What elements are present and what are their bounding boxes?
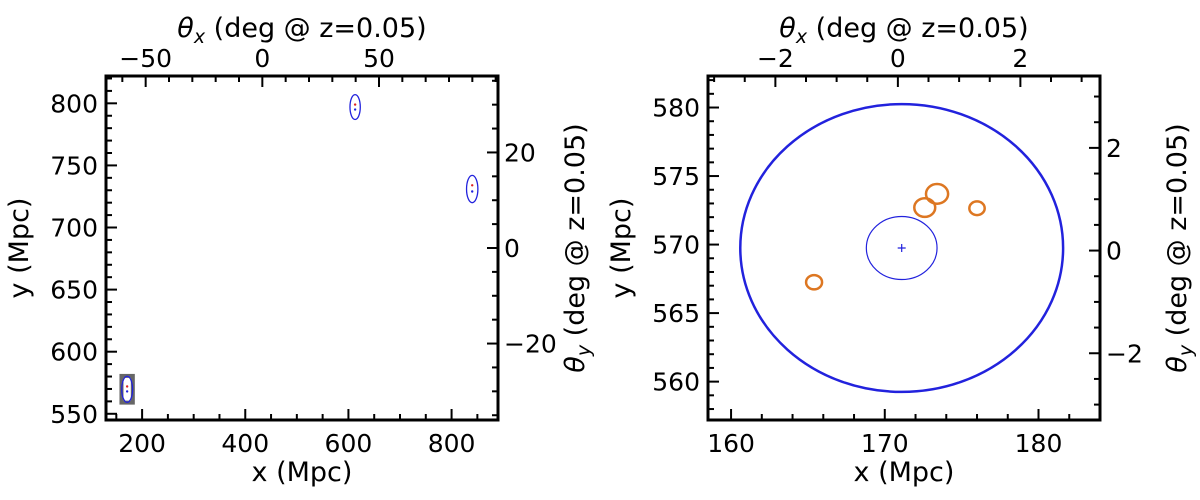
- data-point-4: [125, 390, 129, 393]
- right-tick-label: 2: [1106, 134, 1122, 163]
- x-tick-label: 180: [1015, 429, 1063, 458]
- right-tick-label: 20: [504, 138, 536, 167]
- plot-marks: [119, 93, 479, 405]
- theta-rest: (deg @ z=0.05): [560, 123, 591, 345]
- y-tick-label: 600: [50, 338, 98, 367]
- theta-symbol: θ: [779, 13, 796, 44]
- theta-rest: (deg @ z=0.05): [1162, 123, 1193, 345]
- data-point-6: [471, 190, 474, 193]
- circle-5: [924, 182, 950, 205]
- plot-frame: [706, 74, 1102, 422]
- x-axis-label: x (Mpc): [854, 457, 955, 488]
- cluster-ellipse-3: [465, 174, 479, 204]
- right-tick-label: 0: [504, 234, 520, 263]
- theta-subscript: x: [193, 26, 206, 48]
- x-tick-label: 200: [118, 429, 166, 458]
- x-axis-label: x (Mpc): [252, 457, 353, 488]
- top-tick-label: −50: [119, 44, 172, 73]
- circle-6: [968, 200, 986, 217]
- data-point-3: [471, 184, 474, 187]
- x-tick-label: 170: [861, 429, 909, 458]
- circle-2: [865, 215, 938, 281]
- y-axis-label: y (Mpc): [606, 198, 637, 299]
- x-tick-label: 400: [221, 429, 269, 458]
- center-marker: [897, 244, 906, 252]
- y-tick-label: 750: [50, 151, 98, 180]
- theta-subscript: y: [1175, 344, 1197, 357]
- x-tick-label: 800: [428, 429, 476, 458]
- y-axis-label: y (Mpc): [4, 198, 35, 299]
- circle-4: [913, 197, 937, 219]
- theta-rest: (deg @ z=0.05): [205, 13, 427, 44]
- data-point-5: [353, 108, 357, 111]
- chart-panel-2: 160 170 180 560 565 570 575 580 −2 0 2 −2 0 2 x (Mpc) y…: [606, 13, 1197, 488]
- theta-rest: (deg @ z=0.05): [807, 13, 1029, 44]
- x-tick-label: 160: [707, 429, 755, 458]
- theta-symbol: θ: [560, 356, 591, 373]
- y-tick-label: 565: [652, 299, 700, 328]
- y-tick-label: 580: [652, 94, 700, 123]
- top-tick-label: 0: [890, 44, 906, 73]
- theta-subscript: y: [573, 344, 595, 357]
- theta-subscript: x: [795, 26, 808, 48]
- right-tick-label: −2: [1106, 339, 1143, 368]
- top-tick-label: 2: [1012, 44, 1028, 73]
- top-tick-label: −2: [757, 44, 794, 73]
- top-tick-label: 50: [363, 44, 395, 73]
- theta-symbol: θ: [1162, 356, 1193, 373]
- cluster-ellipse-2: [349, 93, 361, 121]
- theta-symbol: θ: [177, 13, 194, 44]
- chart-panel-1: 200 400 600 800 550 600 650 700 750 800 −50 0 50 −20 0…: [4, 13, 595, 488]
- right-tick-label: 0: [1106, 237, 1122, 266]
- y-tick-label: 700: [50, 214, 98, 243]
- circle-3: [804, 273, 824, 291]
- right-axis-label: θy (deg @ z=0.05): [1162, 123, 1197, 372]
- cluster-ellipse-1: [121, 375, 134, 404]
- right-axis-label: θy (deg @ z=0.05): [560, 123, 595, 372]
- y-tick-label: 800: [50, 89, 98, 118]
- y-tick-label: 575: [652, 162, 700, 191]
- top-tick-label: 0: [254, 44, 270, 73]
- x-tick-label: 600: [325, 429, 373, 458]
- y-tick-label: 560: [652, 368, 700, 397]
- top-axis-label: θx (deg @ z=0.05): [177, 13, 426, 48]
- plot-marks: [739, 102, 1065, 394]
- circle-1: [739, 102, 1065, 394]
- right-tick-label: −20: [504, 330, 557, 359]
- y-tick-label: 570: [652, 231, 700, 260]
- y-tick-label: 550: [50, 400, 98, 429]
- data-point-1: [125, 385, 129, 388]
- y-tick-label: 650: [50, 276, 98, 305]
- data-point-2: [353, 103, 357, 106]
- top-axis-label: θx (deg @ z=0.05): [779, 13, 1028, 48]
- plot-frame: [104, 74, 500, 422]
